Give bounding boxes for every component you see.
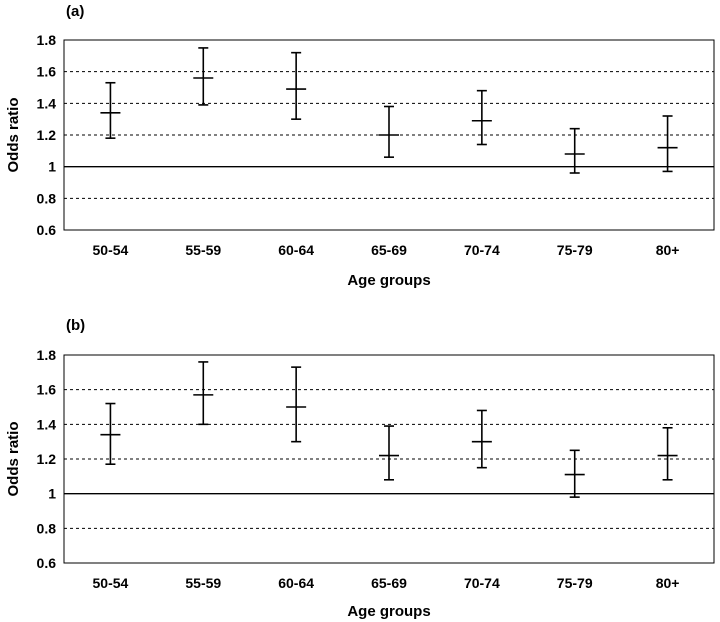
error-bar — [193, 361, 214, 426]
y-axis-title: Odds ratio — [5, 97, 22, 172]
y-tick-label: 1.6 — [37, 382, 57, 398]
error-bar — [286, 366, 307, 443]
panel-label: (b) — [66, 317, 85, 334]
panel-b: (b) 0.6 0.8 1 1.2 1.4 1.6 1.8 50-54 55-59 60-64 65-… — [5, 317, 715, 620]
plot-frame — [63, 354, 715, 564]
error-bar — [193, 47, 214, 106]
error-bar — [100, 402, 121, 466]
error-bar — [564, 127, 585, 174]
error-bar — [657, 115, 678, 173]
y-tick-label: 0.6 — [37, 222, 57, 238]
y-tick-label: 1.4 — [37, 95, 57, 111]
x-tick-label: 50-54 — [93, 575, 129, 591]
error-bar — [564, 449, 585, 498]
y-tick-label: 1.2 — [37, 127, 57, 143]
x-tick-label: 55-59 — [185, 242, 221, 258]
x-tick-label: 75-79 — [557, 575, 593, 591]
x-tick-label: 80+ — [656, 242, 680, 258]
y-tick-label: 0.8 — [37, 520, 57, 536]
y-tick-label: 1.4 — [37, 416, 57, 432]
error-bar — [471, 89, 492, 146]
x-tick-label: 70-74 — [464, 242, 500, 258]
y-tick-label: 1 — [48, 486, 56, 502]
error-bar — [471, 409, 492, 469]
y-tick-label: 1.2 — [37, 451, 57, 467]
y-tick-label: 1.8 — [37, 347, 57, 363]
x-tick-label: 50-54 — [93, 242, 129, 258]
x-tick-label: 70-74 — [464, 575, 500, 591]
y-tick-label: 1.8 — [37, 32, 57, 48]
x-tick-label: 60-64 — [278, 242, 314, 258]
y-tick-label: 1 — [48, 159, 56, 175]
y-tick-label: 0.8 — [37, 190, 57, 206]
x-tick-label: 65-69 — [371, 575, 407, 591]
error-bar — [379, 105, 399, 158]
error-bar — [657, 426, 678, 481]
error-bar — [100, 81, 121, 139]
error-bar — [379, 425, 399, 481]
x-tick-label: 55-59 — [185, 575, 221, 591]
y-axis-title: Odds ratio — [5, 421, 22, 496]
x-axis-title: Age groups — [347, 272, 430, 289]
x-tick-label: 60-64 — [278, 575, 314, 591]
x-tick-label: 80+ — [656, 575, 680, 591]
x-tick-label: 65-69 — [371, 242, 407, 258]
y-tick-label: 0.6 — [37, 555, 57, 571]
y-tick-label: 1.6 — [37, 64, 57, 80]
panel-a: (a) 0.6 0.8 1 1.2 1.4 1.6 1.8 50-54 55-59 60-64 65-… — [5, 3, 715, 289]
plot-frame — [63, 39, 715, 231]
x-tick-label: 75-79 — [557, 242, 593, 258]
panel-label: (a) — [66, 3, 84, 20]
x-axis-title: Age groups — [347, 603, 430, 620]
error-bar — [286, 51, 307, 120]
